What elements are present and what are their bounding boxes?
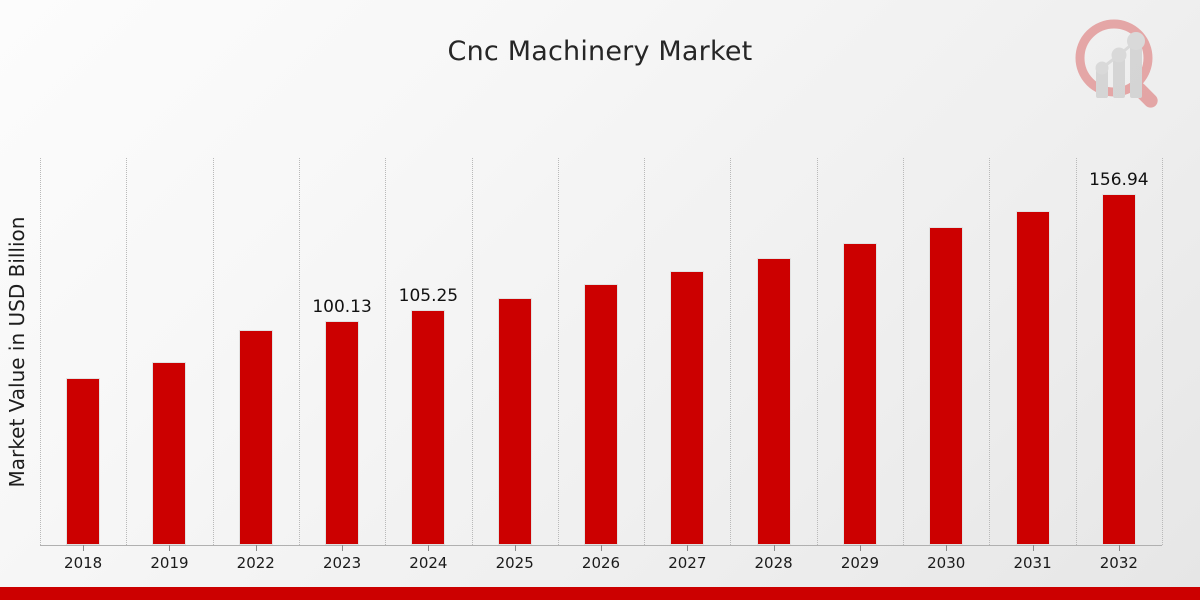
x-tick-label-2031: 2031	[1013, 554, 1052, 572]
x-tick-label-2022: 2022	[236, 554, 275, 572]
x-tick-label-2023: 2023	[322, 554, 362, 572]
x-tick-2023	[342, 545, 344, 551]
bar-2026[interactable]	[584, 284, 618, 545]
y-axis-label-container: Market Value in USD Billion	[0, 158, 34, 546]
gridline	[558, 158, 560, 545]
bar-2023[interactable]	[325, 321, 360, 545]
x-tick-label-2028: 2028	[754, 554, 793, 572]
gridline	[299, 158, 301, 545]
x-tick-2030	[946, 545, 948, 551]
x-tick-2028	[773, 545, 775, 551]
bar-2031[interactable]	[1015, 211, 1050, 545]
bar-2019[interactable]	[152, 361, 187, 545]
bar-value-label-2032: 156.94	[1089, 169, 1149, 190]
bar-2028[interactable]	[756, 257, 791, 545]
bar-value-label-2023: 100.13	[312, 297, 372, 318]
gridline	[644, 158, 646, 545]
x-tick-label-2029: 2029	[840, 554, 880, 572]
footer-accent-band	[0, 587, 1200, 600]
x-tick-label-2026: 2026	[581, 554, 621, 572]
x-tick-label-2024: 2024	[409, 554, 448, 572]
bar-2018[interactable]	[66, 377, 101, 545]
gridline	[1162, 158, 1164, 545]
gridline	[472, 158, 474, 545]
gridline	[385, 158, 387, 545]
magnifier-bar-chart-icon	[1075, 19, 1158, 108]
x-tick-label-2019: 2019	[150, 554, 189, 572]
gridline	[989, 158, 991, 545]
x-tick-2029	[859, 545, 861, 551]
page-title: Cnc Machinery Market	[447, 36, 753, 67]
bar-2029[interactable]	[842, 243, 877, 545]
x-tick-2027	[687, 545, 689, 551]
gridline	[817, 158, 819, 545]
x-tick-2022	[255, 545, 257, 551]
bar-2024[interactable]	[411, 309, 446, 545]
gridline	[213, 158, 215, 545]
x-tick-2019	[169, 545, 171, 551]
x-tick-2026	[601, 545, 602, 551]
gridline	[40, 158, 42, 545]
y-axis-label: Market Value in USD Billion	[5, 216, 29, 488]
watermark-logo	[1060, 12, 1172, 116]
bar-2030[interactable]	[929, 227, 964, 545]
x-tick-2018	[83, 545, 85, 551]
x-tick-2031	[1032, 545, 1034, 551]
x-tick-2032	[1118, 545, 1120, 551]
bar-2025[interactable]	[497, 297, 532, 545]
gridline	[126, 158, 128, 545]
x-tick-label-2027: 2027	[668, 554, 707, 572]
x-tick-label-2025: 2025	[495, 554, 534, 572]
plot-area: 100.13 105.25 156.94 2018 2019 2022 2023 2024 2…	[40, 158, 1164, 572]
bar-2032[interactable]	[1101, 193, 1136, 545]
x-tick-label-2030: 2030	[927, 554, 966, 572]
bar-value-label-2024: 105.25	[398, 285, 459, 306]
x-tick-2024	[428, 545, 430, 551]
x-tick-label-2018: 2018	[64, 554, 103, 572]
gridline	[730, 158, 732, 545]
x-tick-label-2032: 2032	[1099, 554, 1138, 572]
gridline	[1076, 158, 1078, 545]
bar-2027[interactable]	[670, 271, 705, 545]
x-tick-2025	[514, 545, 516, 551]
gridline	[903, 158, 905, 545]
bar-2022[interactable]	[238, 330, 273, 545]
